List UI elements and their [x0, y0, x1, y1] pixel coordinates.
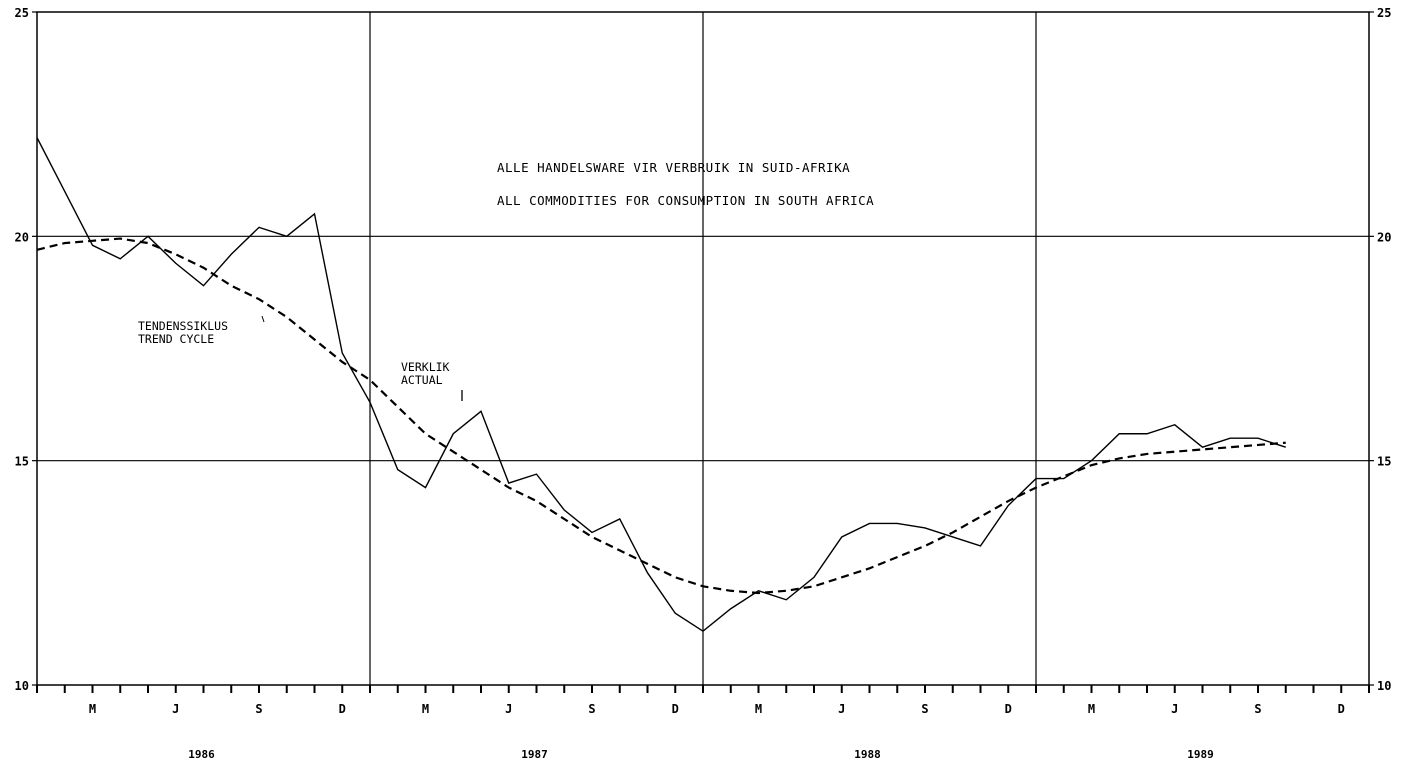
y-tick-label-right: 25 [1377, 6, 1391, 20]
y-tick-label-left: 20 [15, 230, 29, 244]
y-tick-label-right: 15 [1377, 455, 1391, 469]
x-tick-label: S [921, 702, 928, 716]
x-tick-label: J [1171, 702, 1178, 716]
x-tick-label: S [255, 702, 262, 716]
chart-title-line-1: ALLE HANDELSWARE VIR VERBRUIK IN SUID-AF… [497, 160, 850, 175]
x-tick-label: D [672, 702, 679, 716]
y-tick-label-right: 10 [1377, 679, 1391, 693]
x-tick-label: D [339, 702, 346, 716]
y-tick-label-right: 20 [1377, 230, 1391, 244]
x-tick-label: M [1088, 702, 1095, 716]
year-label: 1987 [521, 748, 548, 761]
annotation-actual: VERKLIK ACTUAL [401, 360, 463, 401]
annotation-trend-pointer [261, 315, 265, 323]
x-tick-label: D [1005, 702, 1012, 716]
x-tick-label: J [505, 702, 512, 716]
year-label: 1986 [188, 748, 215, 761]
series-actual [36, 137, 1286, 633]
grid-lines [37, 12, 1369, 685]
annotation-actual-label-2: ACTUAL [401, 373, 443, 387]
x-tick-label: M [755, 702, 762, 716]
x-tick-label: J [838, 702, 845, 716]
annotation-trend-label-2: TREND CYCLE [138, 332, 214, 346]
chart-title: ALLE HANDELSWARE VIR VERBRUIK IN SUID-AF… [497, 160, 874, 208]
y-tick-label-left: 15 [15, 455, 29, 469]
annotation-trend-label-1: TENDENSSIKLUS [138, 319, 228, 333]
year-label: 1988 [854, 748, 881, 761]
series-trend-cycle [36, 237, 1286, 595]
x-tick-label: M [422, 702, 429, 716]
axes: 10 10 15 15 20 20 25 25 M J S D M J S D M J S D M J S D 1986 1987… [15, 6, 1392, 761]
annotation-actual-label-1: VERKLIK [401, 360, 450, 374]
x-tick-label: S [588, 702, 595, 716]
chart-title-line-2: ALL COMMODITIES FOR CONSUMPTION IN SOUTH… [497, 193, 874, 208]
annotation-trend-cycle: TENDENSSIKLUS TREND CYCLE [138, 315, 265, 346]
series-line-actual [36, 137, 1286, 633]
x-tick-label: M [89, 702, 96, 716]
y-tick-label-left: 25 [15, 6, 29, 20]
series-group [36, 137, 1286, 633]
series-line-trend [36, 237, 1286, 595]
year-label: 1989 [1187, 748, 1214, 761]
x-tick-label: D [1338, 702, 1345, 716]
x-tick-label: J [172, 702, 179, 716]
x-tick-label: S [1254, 702, 1261, 716]
y-tick-label-left: 10 [15, 679, 29, 693]
